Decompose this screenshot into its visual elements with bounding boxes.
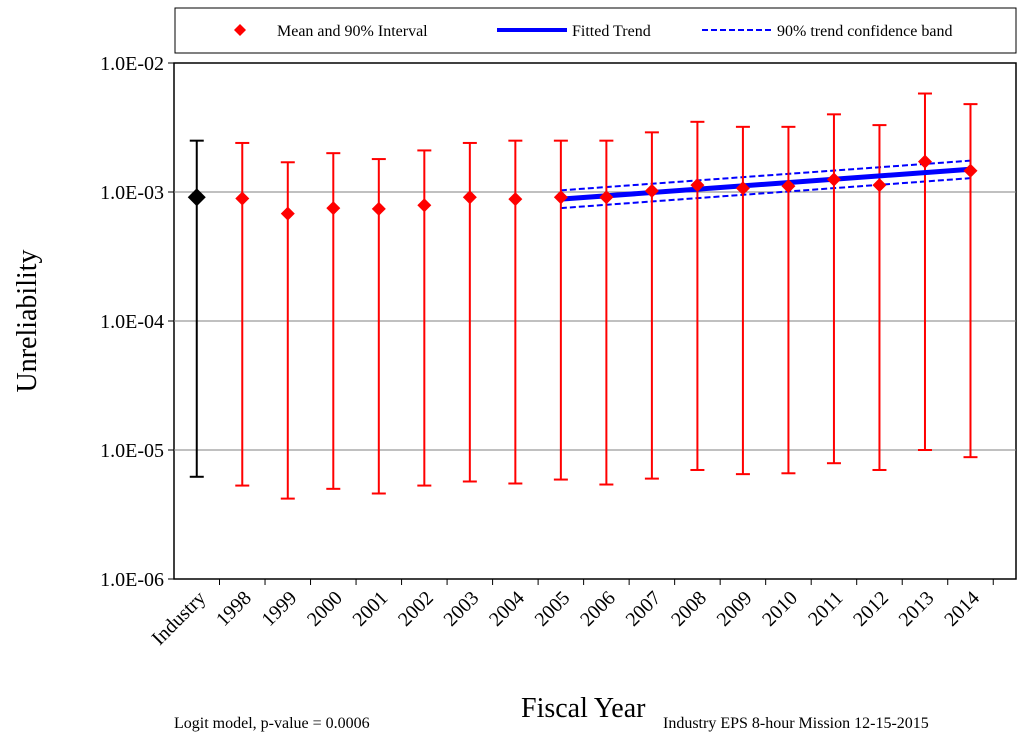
source-note: Industry EPS 8-hour Mission 12-15-2015 bbox=[663, 715, 929, 732]
x-axis-ticks: Industry 1998 1999 2000 2001 2002 2003 2004 2005… bbox=[148, 579, 994, 650]
legend-box bbox=[174, 7, 1017, 54]
error-bars bbox=[189, 92, 978, 500]
y-axis-label: Unreliability bbox=[12, 249, 43, 392]
mean-marker bbox=[326, 201, 341, 216]
confidence-band-lower bbox=[560, 177, 971, 210]
x-tick-label: 2012 bbox=[849, 587, 893, 631]
y-tick-label: 1.0E-02 bbox=[100, 53, 164, 75]
mean-marker bbox=[781, 179, 796, 194]
mean-marker bbox=[371, 201, 386, 216]
y-axis-ticks: 1.0E-02 1.0E-03 1.0E-04 1.0E-05 1.0E-06 bbox=[100, 53, 174, 591]
fitted-trend-line bbox=[560, 166, 971, 202]
x-tick-label: 2010 bbox=[758, 587, 802, 631]
error-bar bbox=[781, 125, 796, 475]
model-note: Logit model, p-value = 0.0006 bbox=[174, 715, 370, 732]
mean-marker bbox=[599, 190, 614, 205]
error-bar bbox=[826, 113, 841, 465]
confidence-band bbox=[560, 159, 971, 210]
legend-item-fitted-trend: Fitted Trend bbox=[497, 23, 651, 40]
mean-marker bbox=[872, 178, 887, 193]
y-tick-label: 1.0E-03 bbox=[100, 182, 164, 204]
x-tick-label: 2003 bbox=[440, 587, 484, 631]
legend-item-confidence-band: 90% trend confidence band bbox=[702, 23, 952, 40]
error-bar bbox=[917, 92, 932, 451]
fitted-trend bbox=[560, 166, 971, 202]
x-tick-label: 2005 bbox=[531, 587, 575, 631]
mean-marker bbox=[462, 190, 477, 205]
mean-marker bbox=[280, 206, 295, 221]
legend-label-mean: Mean and 90% Interval bbox=[277, 23, 428, 40]
gridlines bbox=[174, 191, 1016, 451]
legend-label-confidence-band: 90% trend confidence band bbox=[777, 23, 952, 40]
confidence-band-upper bbox=[560, 159, 971, 192]
mean-marker bbox=[187, 188, 206, 207]
x-tick-label: 2013 bbox=[895, 587, 939, 631]
x-tick-label: 2006 bbox=[576, 587, 620, 631]
x-tick-label: 2001 bbox=[349, 587, 393, 631]
x-tick-label: 2014 bbox=[940, 587, 984, 631]
mean-marker bbox=[553, 190, 568, 205]
mean-markers bbox=[187, 154, 978, 221]
x-tick-label: 2002 bbox=[394, 587, 438, 631]
error-bar bbox=[690, 120, 705, 471]
mean-marker bbox=[417, 198, 432, 213]
mean-marker bbox=[508, 192, 523, 207]
mean-marker bbox=[235, 191, 250, 206]
error-bar bbox=[963, 103, 978, 459]
legend-diamond-marker bbox=[234, 24, 246, 36]
legend-label-fitted-trend: Fitted Trend bbox=[572, 23, 651, 40]
mean-marker bbox=[690, 178, 705, 193]
y-tick-label: 1.0E-05 bbox=[100, 440, 164, 462]
x-tick-label: 1998 bbox=[212, 587, 256, 631]
x-tick-label: 2004 bbox=[485, 587, 529, 631]
y-tick-label: 1.0E-04 bbox=[100, 311, 164, 333]
x-tick-label: 2007 bbox=[622, 587, 666, 631]
error-bar bbox=[735, 125, 750, 476]
x-tick-label: Industry bbox=[148, 587, 211, 650]
x-tick-label: 2000 bbox=[303, 587, 347, 631]
x-tick-label: 1999 bbox=[257, 587, 301, 631]
x-tick-label: 2008 bbox=[667, 587, 711, 631]
mean-marker bbox=[735, 181, 750, 196]
mean-marker bbox=[963, 163, 978, 178]
mean-marker bbox=[644, 183, 659, 198]
mean-marker bbox=[826, 172, 841, 187]
legend-item-mean: Mean and 90% Interval bbox=[234, 23, 428, 40]
mean-marker bbox=[917, 154, 932, 169]
y-tick-label: 1.0E-06 bbox=[100, 569, 164, 591]
x-tick-label: 2011 bbox=[804, 587, 847, 630]
x-tick-label: 2009 bbox=[713, 587, 757, 631]
legend: Mean and 90% Interval Fitted Trend 90% t… bbox=[174, 7, 1017, 54]
x-axis-label: Fiscal Year bbox=[521, 693, 646, 724]
